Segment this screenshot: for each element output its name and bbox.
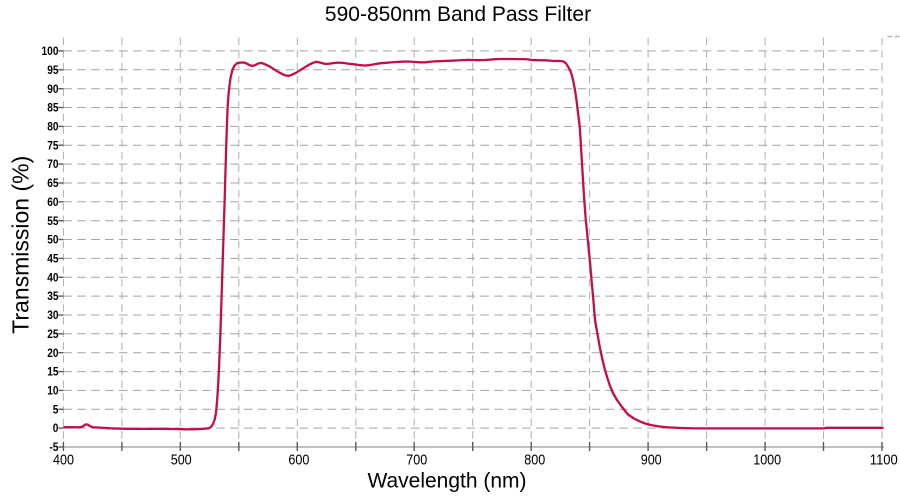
svg-text:45: 45 — [47, 252, 59, 266]
svg-text:25: 25 — [47, 327, 59, 341]
svg-text:85: 85 — [47, 101, 59, 115]
svg-text:400: 400 — [53, 451, 74, 468]
svg-text:60: 60 — [47, 195, 59, 209]
svg-text:20: 20 — [47, 346, 59, 360]
svg-text:590-850nm Band Pass Filter: 590-850nm Band Pass Filter — [325, 3, 591, 26]
svg-text:900: 900 — [641, 451, 662, 468]
svg-text:5: 5 — [53, 402, 59, 416]
svg-text:-5: -5 — [49, 440, 58, 454]
svg-text:600: 600 — [288, 451, 309, 468]
svg-text:75: 75 — [47, 138, 59, 152]
svg-text:1100: 1100 — [870, 451, 898, 468]
svg-text:90: 90 — [47, 82, 59, 96]
svg-text:70: 70 — [47, 157, 59, 171]
svg-text:80: 80 — [47, 120, 59, 134]
svg-text:40: 40 — [47, 270, 59, 284]
svg-text:800: 800 — [524, 451, 545, 468]
svg-text:500: 500 — [171, 451, 192, 468]
svg-text:Transmission (%): Transmission (%) — [8, 156, 34, 334]
svg-text:100: 100 — [42, 44, 59, 58]
svg-text:35: 35 — [47, 289, 59, 303]
svg-text:95: 95 — [47, 63, 59, 77]
svg-text:Wavelength (nm): Wavelength (nm) — [367, 470, 526, 493]
svg-text:55: 55 — [47, 214, 59, 228]
svg-text:0: 0 — [53, 421, 59, 435]
svg-text:30: 30 — [47, 308, 59, 322]
svg-text:65: 65 — [47, 176, 59, 190]
svg-text:15: 15 — [47, 365, 59, 379]
svg-text:1000: 1000 — [753, 451, 781, 468]
svg-text:700: 700 — [406, 451, 427, 468]
svg-text:10: 10 — [47, 384, 59, 398]
svg-text:50: 50 — [47, 233, 59, 247]
